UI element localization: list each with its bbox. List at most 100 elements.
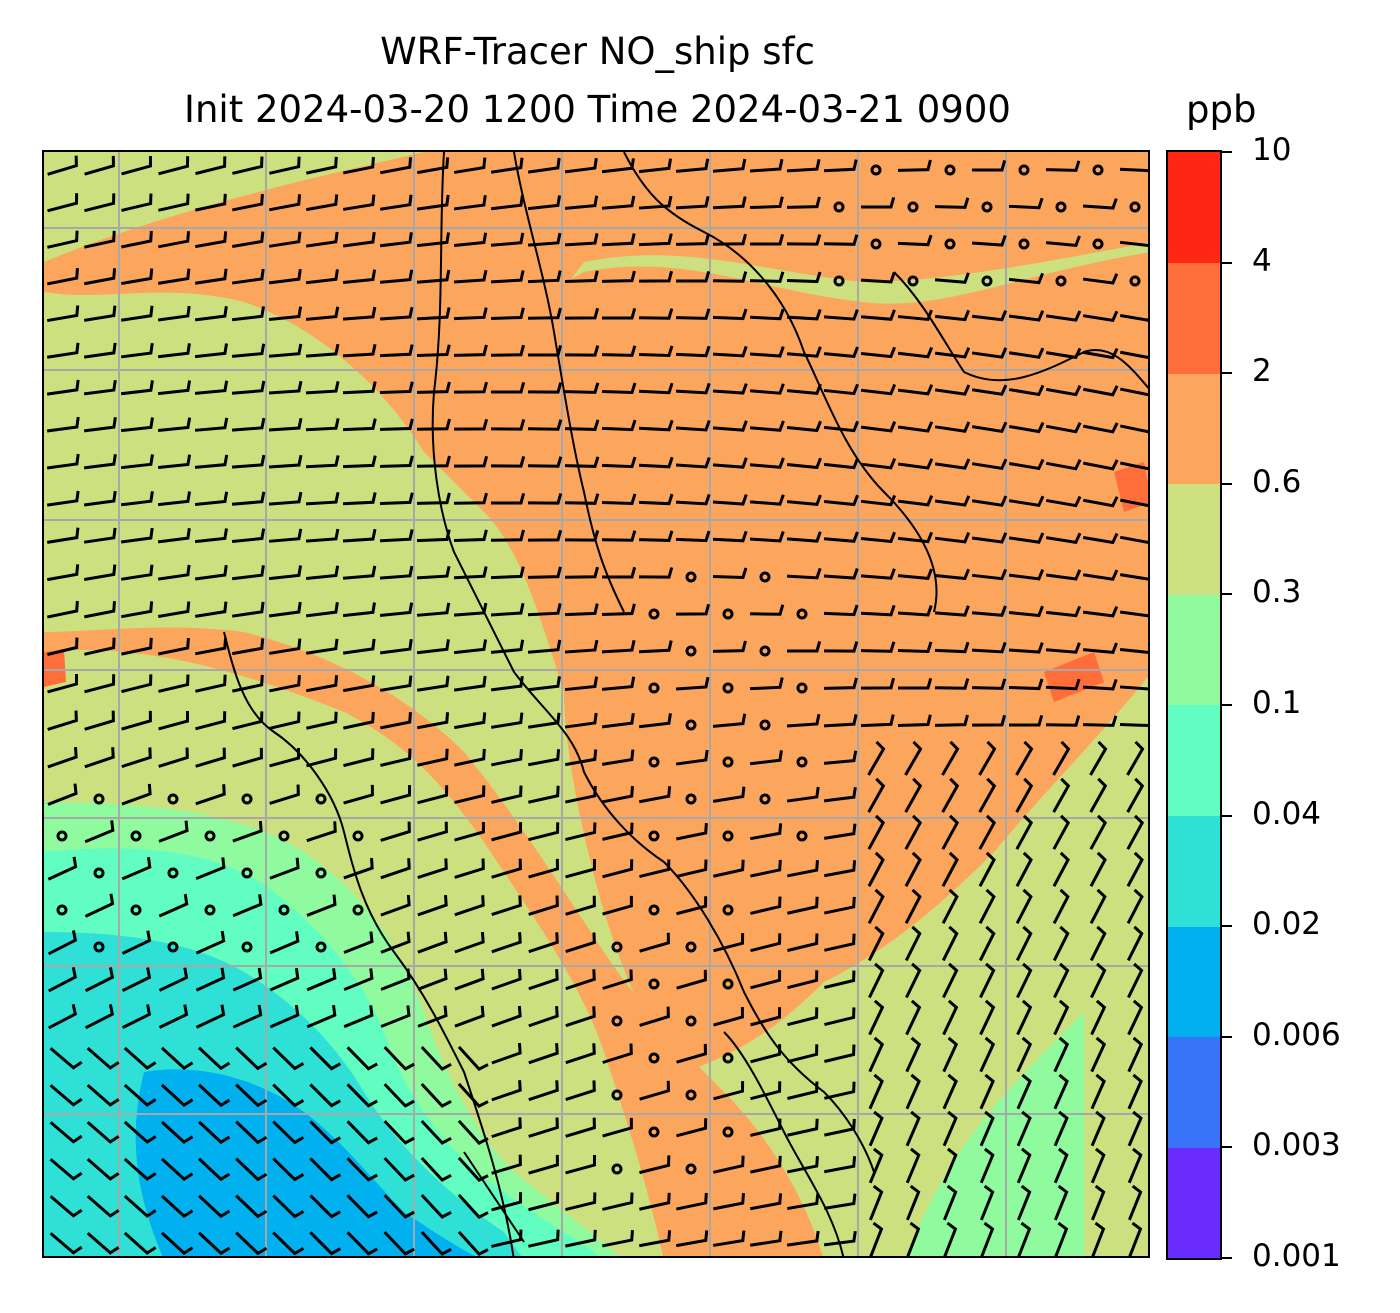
wind-barb (47, 230, 79, 249)
wind-barb (272, 1194, 305, 1219)
wind-barb (269, 156, 301, 175)
wind-barb (157, 417, 192, 432)
wind-barb (749, 308, 785, 321)
wind-barb (272, 1120, 305, 1145)
calm-wind-marker (1018, 238, 1030, 250)
wind-barb (305, 269, 339, 285)
wind-barb (309, 1083, 342, 1108)
wind-barb (454, 1005, 485, 1028)
wind-barb (231, 231, 265, 248)
wind-barb (306, 821, 337, 843)
wind-barb (306, 711, 338, 730)
wind-barb (1090, 1073, 1106, 1110)
wind-barb (457, 1119, 489, 1145)
wind-barb (417, 821, 448, 842)
wind-barb (272, 1083, 305, 1108)
wind-barb (453, 675, 487, 692)
wind-barb (638, 786, 672, 804)
colorbar-segment (1168, 373, 1220, 485)
wind-barb (942, 1184, 958, 1221)
wind-barb (120, 305, 154, 322)
wind-barb (1127, 1110, 1143, 1147)
wind-barb (342, 194, 376, 211)
wind-barb (602, 859, 634, 879)
wind-barb (457, 1082, 489, 1108)
wind-barb (638, 270, 674, 283)
wind-barb (1016, 1036, 1033, 1073)
wind-barb (897, 458, 934, 470)
wind-barb (638, 493, 674, 506)
wind-barb (195, 711, 227, 731)
wind-barb (749, 420, 785, 432)
wind-barb (47, 746, 78, 769)
wind-barb (346, 1083, 378, 1108)
lat-lon-gridlines (44, 152, 1148, 1256)
wind-barb (528, 822, 560, 842)
wind-barb (84, 155, 115, 176)
wind-barb (971, 568, 1008, 581)
wind-barb (1008, 310, 1045, 322)
wind-barb (897, 384, 934, 396)
wind-barb (343, 1005, 374, 1029)
wind-barb (639, 1155, 671, 1175)
wind-barb (158, 893, 189, 918)
calm-wind-marker (685, 645, 697, 657)
wind-barb (934, 347, 971, 359)
wind-barb (527, 712, 561, 729)
wind-barb (712, 786, 746, 803)
wind-barb (1045, 422, 1082, 434)
wind-barb (194, 306, 228, 322)
wind-barb (527, 270, 562, 284)
wind-barb (158, 967, 189, 992)
wind-barb (565, 932, 596, 953)
wind-barb (160, 1046, 194, 1070)
wind-barb (379, 529, 414, 543)
wind-barb (49, 1121, 83, 1144)
wind-barb (675, 270, 711, 283)
wind-barb (416, 529, 451, 543)
wind-barb (342, 638, 376, 655)
colorbar-segment (1168, 1147, 1220, 1259)
wind-barb (49, 1195, 83, 1218)
wind-barb (860, 714, 895, 728)
wind-barb (978, 814, 997, 850)
wind-barb (46, 527, 80, 544)
calm-wind-marker (130, 830, 142, 842)
wind-barb (564, 345, 600, 357)
wind-barb (1119, 573, 1148, 581)
wind-barb (157, 601, 191, 619)
wind-barb (824, 933, 856, 952)
wind-barb (749, 383, 785, 395)
coastline-segment (463, 1151, 525, 1243)
wind-barb (1053, 962, 1070, 999)
wind-barb (527, 195, 562, 211)
wind-barb (83, 342, 117, 359)
wind-barb (823, 1193, 857, 1210)
wind-barb (971, 235, 1007, 247)
wind-barb (453, 712, 487, 730)
wind-barb (978, 740, 997, 776)
colorbar-tick-label: 0.003 (1252, 1127, 1341, 1164)
wind-barb (528, 785, 560, 804)
wind-barb (1008, 605, 1044, 618)
colorbar-segment (1168, 152, 1220, 264)
wind-barb (380, 785, 412, 805)
colorbar-segment (1168, 815, 1220, 927)
wind-barb (83, 564, 117, 581)
wind-barb (1045, 495, 1082, 508)
wind-barb (454, 748, 486, 767)
wind-barb (942, 1073, 958, 1110)
wind-barb (343, 968, 374, 992)
wind-barb (860, 604, 896, 617)
coastline-segment (723, 1031, 845, 1256)
wind-barb (1127, 1073, 1143, 1110)
wind-barb (565, 969, 596, 991)
wind-barb (417, 748, 449, 767)
wind-barb (305, 491, 340, 506)
coastline-segment (223, 631, 515, 1256)
wind-barb (1045, 715, 1081, 727)
colorbar-segment (1168, 262, 1220, 374)
calm-wind-marker (56, 830, 68, 842)
wind-barb (749, 233, 785, 246)
wind-barb (47, 674, 79, 694)
